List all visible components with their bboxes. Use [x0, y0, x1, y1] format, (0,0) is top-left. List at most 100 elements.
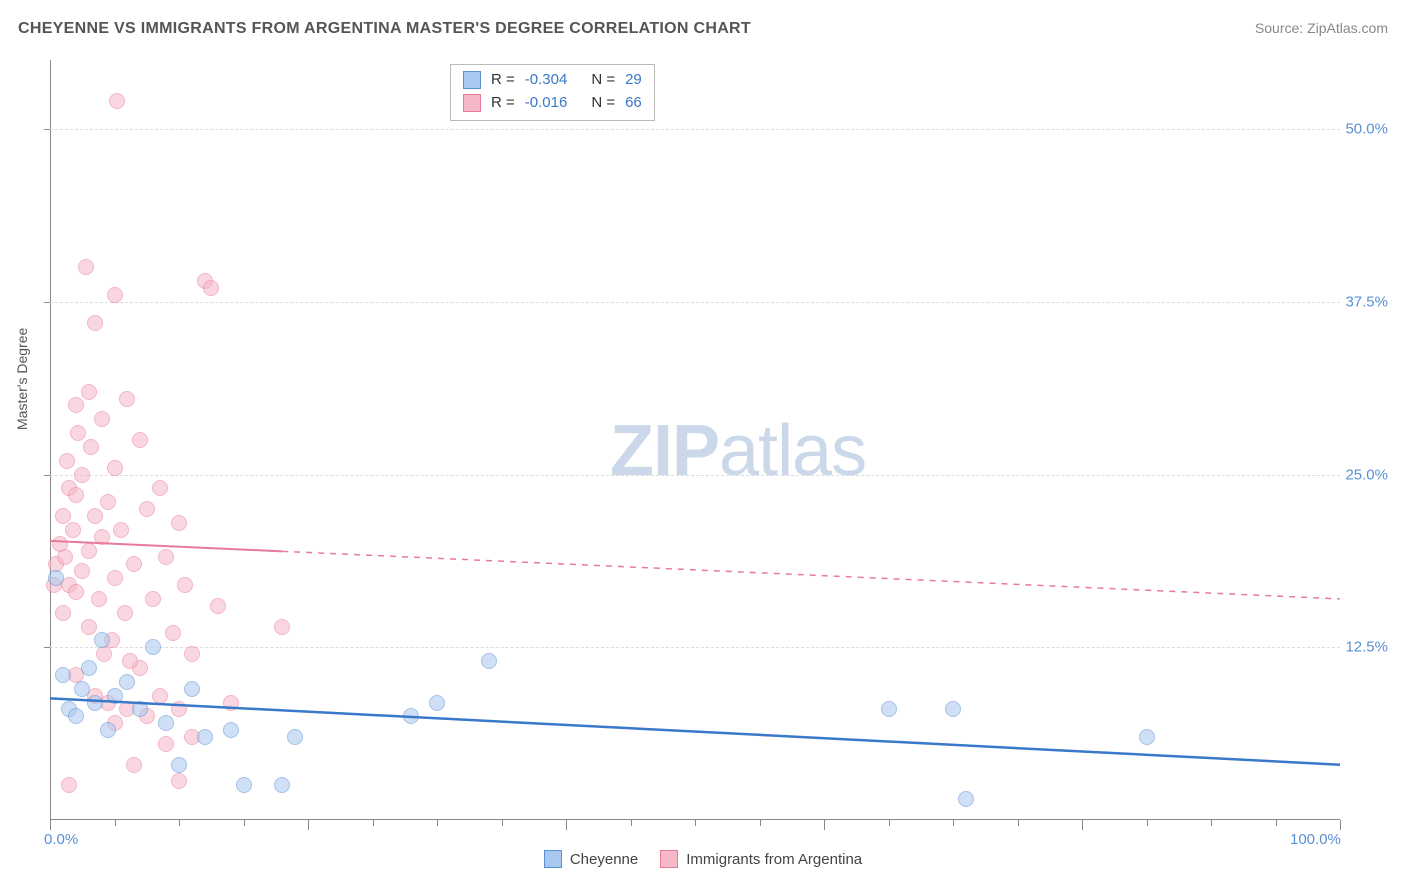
data-point	[117, 605, 133, 621]
data-point	[223, 695, 239, 711]
data-point	[70, 425, 86, 441]
data-point	[100, 494, 116, 510]
data-point	[107, 287, 123, 303]
data-point	[171, 757, 187, 773]
data-point	[119, 674, 135, 690]
data-point	[109, 93, 125, 109]
data-point	[403, 708, 419, 724]
data-point	[83, 439, 99, 455]
data-point	[68, 487, 84, 503]
data-point	[57, 549, 73, 565]
title-bar: CHEYENNE VS IMMIGRANTS FROM ARGENTINA MA…	[18, 20, 1388, 38]
source-label: Source: ZipAtlas.com	[1255, 20, 1388, 36]
data-point	[74, 467, 90, 483]
data-point	[184, 646, 200, 662]
stats-box: R = -0.304 N = 29R = -0.016 N = 66	[450, 64, 655, 121]
data-point	[81, 384, 97, 400]
data-point	[126, 556, 142, 572]
data-point	[481, 653, 497, 669]
data-point	[68, 584, 84, 600]
legend-item: Immigrants from Argentina	[660, 850, 862, 868]
data-point	[210, 598, 226, 614]
data-point	[132, 701, 148, 717]
data-point	[68, 397, 84, 413]
data-point	[94, 632, 110, 648]
watermark: ZIPatlas	[610, 410, 866, 492]
ytick-label: 50.0%	[1345, 121, 1388, 138]
data-point	[274, 619, 290, 635]
data-point	[74, 563, 90, 579]
data-point	[55, 508, 71, 524]
data-point	[152, 480, 168, 496]
stat-r-label: R =	[491, 69, 515, 92]
data-point	[107, 688, 123, 704]
chart-title: CHEYENNE VS IMMIGRANTS FROM ARGENTINA MA…	[18, 20, 751, 38]
data-point	[107, 570, 123, 586]
data-point	[165, 625, 181, 641]
data-point	[107, 460, 123, 476]
data-point	[68, 708, 84, 724]
data-point	[132, 432, 148, 448]
stat-n-value: 29	[625, 69, 642, 92]
data-point	[87, 695, 103, 711]
data-point	[429, 695, 445, 711]
ytick-label: 12.5%	[1345, 639, 1388, 656]
data-point	[197, 729, 213, 745]
legend-swatch	[463, 94, 481, 112]
legend-swatch	[660, 850, 678, 868]
gridline-h	[50, 475, 1340, 476]
legend-swatch	[463, 71, 481, 89]
data-point	[87, 315, 103, 331]
data-point	[55, 667, 71, 683]
data-point	[87, 508, 103, 524]
data-point	[274, 777, 290, 793]
stat-r-value: -0.304	[525, 69, 568, 92]
legend-swatch	[544, 850, 562, 868]
data-point	[158, 715, 174, 731]
ytick-label: 25.0%	[1345, 466, 1388, 483]
stat-n-label: N =	[591, 69, 615, 92]
ytick-label: 37.5%	[1345, 293, 1388, 310]
legend-item: Cheyenne	[544, 850, 638, 868]
data-point	[171, 701, 187, 717]
data-point	[152, 688, 168, 704]
data-point	[139, 501, 155, 517]
data-point	[171, 773, 187, 789]
data-point	[78, 259, 94, 275]
data-point	[158, 736, 174, 752]
data-point	[94, 411, 110, 427]
data-point	[1139, 729, 1155, 745]
gridline-h	[50, 129, 1340, 130]
data-point	[59, 453, 75, 469]
stat-n-label: N =	[591, 92, 615, 115]
gridline-h	[50, 302, 1340, 303]
stat-r-value: -0.016	[525, 92, 568, 115]
data-point	[145, 591, 161, 607]
data-point	[958, 791, 974, 807]
data-point	[203, 280, 219, 296]
data-point	[81, 619, 97, 635]
data-point	[126, 757, 142, 773]
data-point	[119, 391, 135, 407]
data-point	[61, 777, 77, 793]
data-point	[236, 777, 252, 793]
data-point	[100, 722, 116, 738]
data-point	[81, 660, 97, 676]
data-point	[94, 529, 110, 545]
xtick-label: 100.0%	[1290, 831, 1341, 848]
data-point	[48, 570, 64, 586]
stat-n-value: 66	[625, 92, 642, 115]
data-point	[177, 577, 193, 593]
data-point	[171, 515, 187, 531]
data-point	[158, 549, 174, 565]
gridline-h	[50, 647, 1340, 648]
y-axis-label: Master's Degree	[14, 328, 30, 430]
stats-row: R =-0.016N =66	[463, 92, 642, 115]
data-point	[881, 701, 897, 717]
data-point	[81, 543, 97, 559]
data-point	[113, 522, 129, 538]
bottom-legend: Cheyenne Immigrants from Argentina	[0, 850, 1406, 868]
stats-row: R = -0.304 N = 29	[463, 69, 642, 92]
data-point	[65, 522, 81, 538]
data-point	[945, 701, 961, 717]
